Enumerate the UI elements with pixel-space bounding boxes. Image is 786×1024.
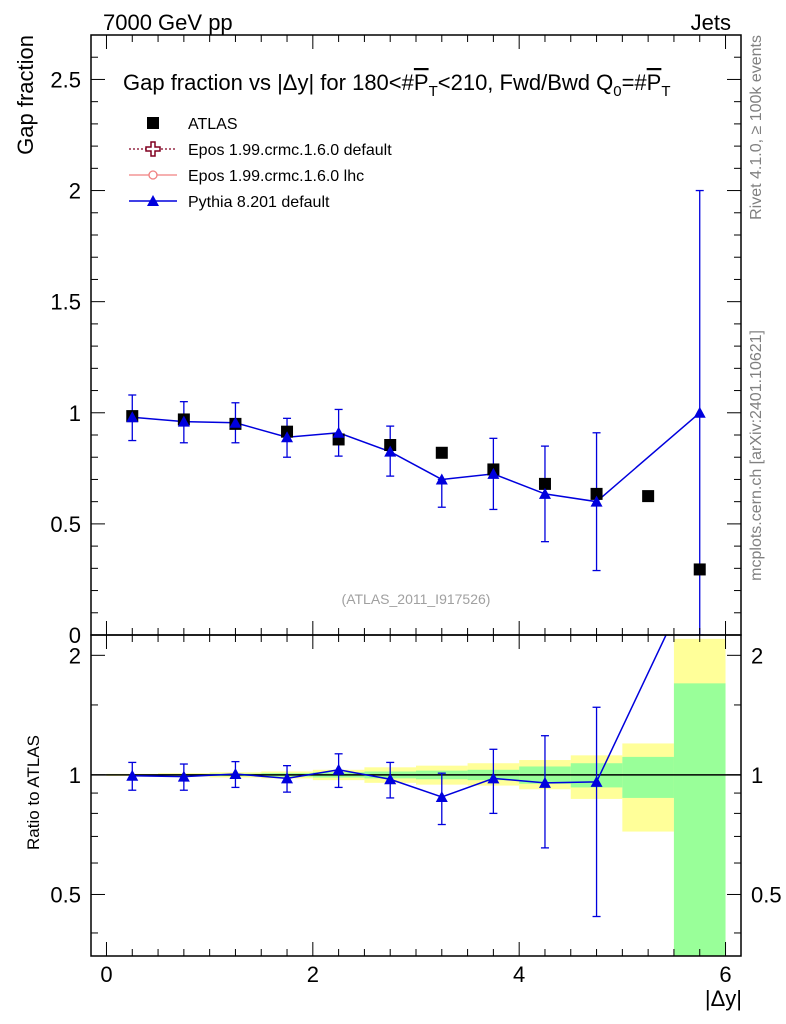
legend-epos-default-marker [145, 141, 161, 157]
main-y-axis-title: Gap fraction [13, 35, 38, 155]
ratio-pythia-marker [229, 768, 242, 780]
title-pt-subscript-2: T [661, 83, 670, 100]
ratio-pythia-marker [332, 763, 345, 775]
ratio-pythia-marker [126, 769, 139, 781]
rivet-label: Rivet 4.1.0, ≥ 100k events [748, 35, 765, 220]
ratio-panel: 0.5 0.5 1 1 2 2 0 2 4 6 [50, 634, 782, 987]
title-pt-symbol: P [414, 70, 429, 95]
ratio-y-axis-title: Ratio to ATLAS [24, 735, 43, 850]
ratio-pythia-marker [281, 772, 294, 784]
x-tick-label: 4 [513, 962, 525, 987]
ratio-y-tick-label: 0.5 [50, 882, 81, 907]
ratio-pythia-marker [384, 773, 397, 785]
main-plot-area [126, 189, 706, 635]
main-y-tick-label: 1.5 [50, 290, 81, 315]
ratio-inner-band-bin [673, 683, 726, 956]
main-pythia-marker [538, 487, 551, 499]
legend-epos-lhc-marker [148, 170, 158, 180]
title-middle: <210, Fwd/Bwd Q [438, 70, 613, 95]
atlas-data-marker [693, 563, 706, 576]
main-y-tick-label: 0 [69, 623, 81, 648]
x-axis-title: |Δy| [705, 986, 742, 1011]
header-category: Jets [691, 10, 731, 35]
main-pythia-marker [229, 416, 242, 428]
main-pythia-marker [384, 445, 397, 457]
legend-label: Pythia 8.201 default [188, 194, 330, 211]
analysis-watermark: (ATLAS_2011_I917526) [342, 591, 491, 607]
main-y-tick-label: 2.5 [50, 67, 81, 92]
main-pythia-marker [332, 426, 345, 438]
ratio-pythia-marker [487, 772, 500, 784]
mcplots-label: mcplots.cern.ch [arXiv:2401.10621] [748, 330, 765, 581]
atlas-data-marker [642, 490, 655, 503]
title-pt-subscript: T [429, 83, 438, 100]
legend-atlas-marker [147, 117, 159, 129]
x-tick-label: 6 [719, 962, 731, 987]
atlas-data-marker [384, 439, 397, 451]
ratio-pythia-marker [177, 770, 190, 782]
ratio-pythia-marker [590, 775, 603, 787]
legend-label: Epos 1.99.crmc.1.6.0 lhc [188, 168, 364, 185]
ratio-y-tick-label: 2 [69, 643, 81, 668]
ratio-plot-area [91, 635, 741, 956]
title-equals: =# [622, 70, 648, 95]
ratio-y-tick-label-right: 0.5 [751, 882, 782, 907]
ratio-inner-band-bin [622, 756, 674, 798]
main-pythia-marker [126, 411, 139, 423]
atlas-data-marker [435, 446, 448, 459]
legend-label: ATLAS [188, 116, 238, 133]
x-tick-label: 2 [307, 962, 319, 987]
ratio-pythia-marker [538, 776, 551, 788]
main-pythia-marker [435, 473, 448, 485]
atlas-data-marker [590, 487, 603, 500]
main-pythia-marker [281, 431, 294, 443]
x-tick-label: 0 [100, 962, 112, 987]
main-y-tick-label: 0.5 [50, 512, 81, 537]
legend: ATLAS Epos 1.99.crmc.1.6.0 default Epos 1.… [129, 116, 392, 211]
ratio-y-tick-label-right: 1 [751, 763, 763, 788]
title-q-subscript: 0 [613, 83, 621, 100]
main-y-tick-label: 2 [69, 179, 81, 204]
atlas-data-marker [538, 477, 551, 490]
main-pythia-line [132, 412, 701, 503]
plot-title: Gap fraction vs |Δy| for 180<#PT<210, Fw… [123, 70, 671, 100]
ratio-y-tick-label-right: 2 [751, 643, 763, 668]
header-energy: 7000 GeV pp [103, 10, 233, 35]
legend-label: Epos 1.99.crmc.1.6.0 default [188, 142, 392, 159]
main-pythia-marker [177, 415, 190, 427]
main-y-tick-label: 1 [69, 401, 81, 426]
title-pt-symbol-2: P [647, 70, 662, 95]
legend-pythia-marker [147, 195, 159, 206]
main-pythia-marker [693, 406, 706, 418]
ratio-y-tick-label: 1 [69, 763, 81, 788]
title-prefix: Gap fraction vs |Δy| for 180<# [123, 70, 415, 95]
main-pythia-marker [487, 467, 500, 479]
main-panel: 0 0.5 1 1.5 2 2.5 [50, 34, 742, 648]
main-pythia-marker [590, 495, 603, 507]
ratio-pythia-marker [435, 790, 448, 802]
